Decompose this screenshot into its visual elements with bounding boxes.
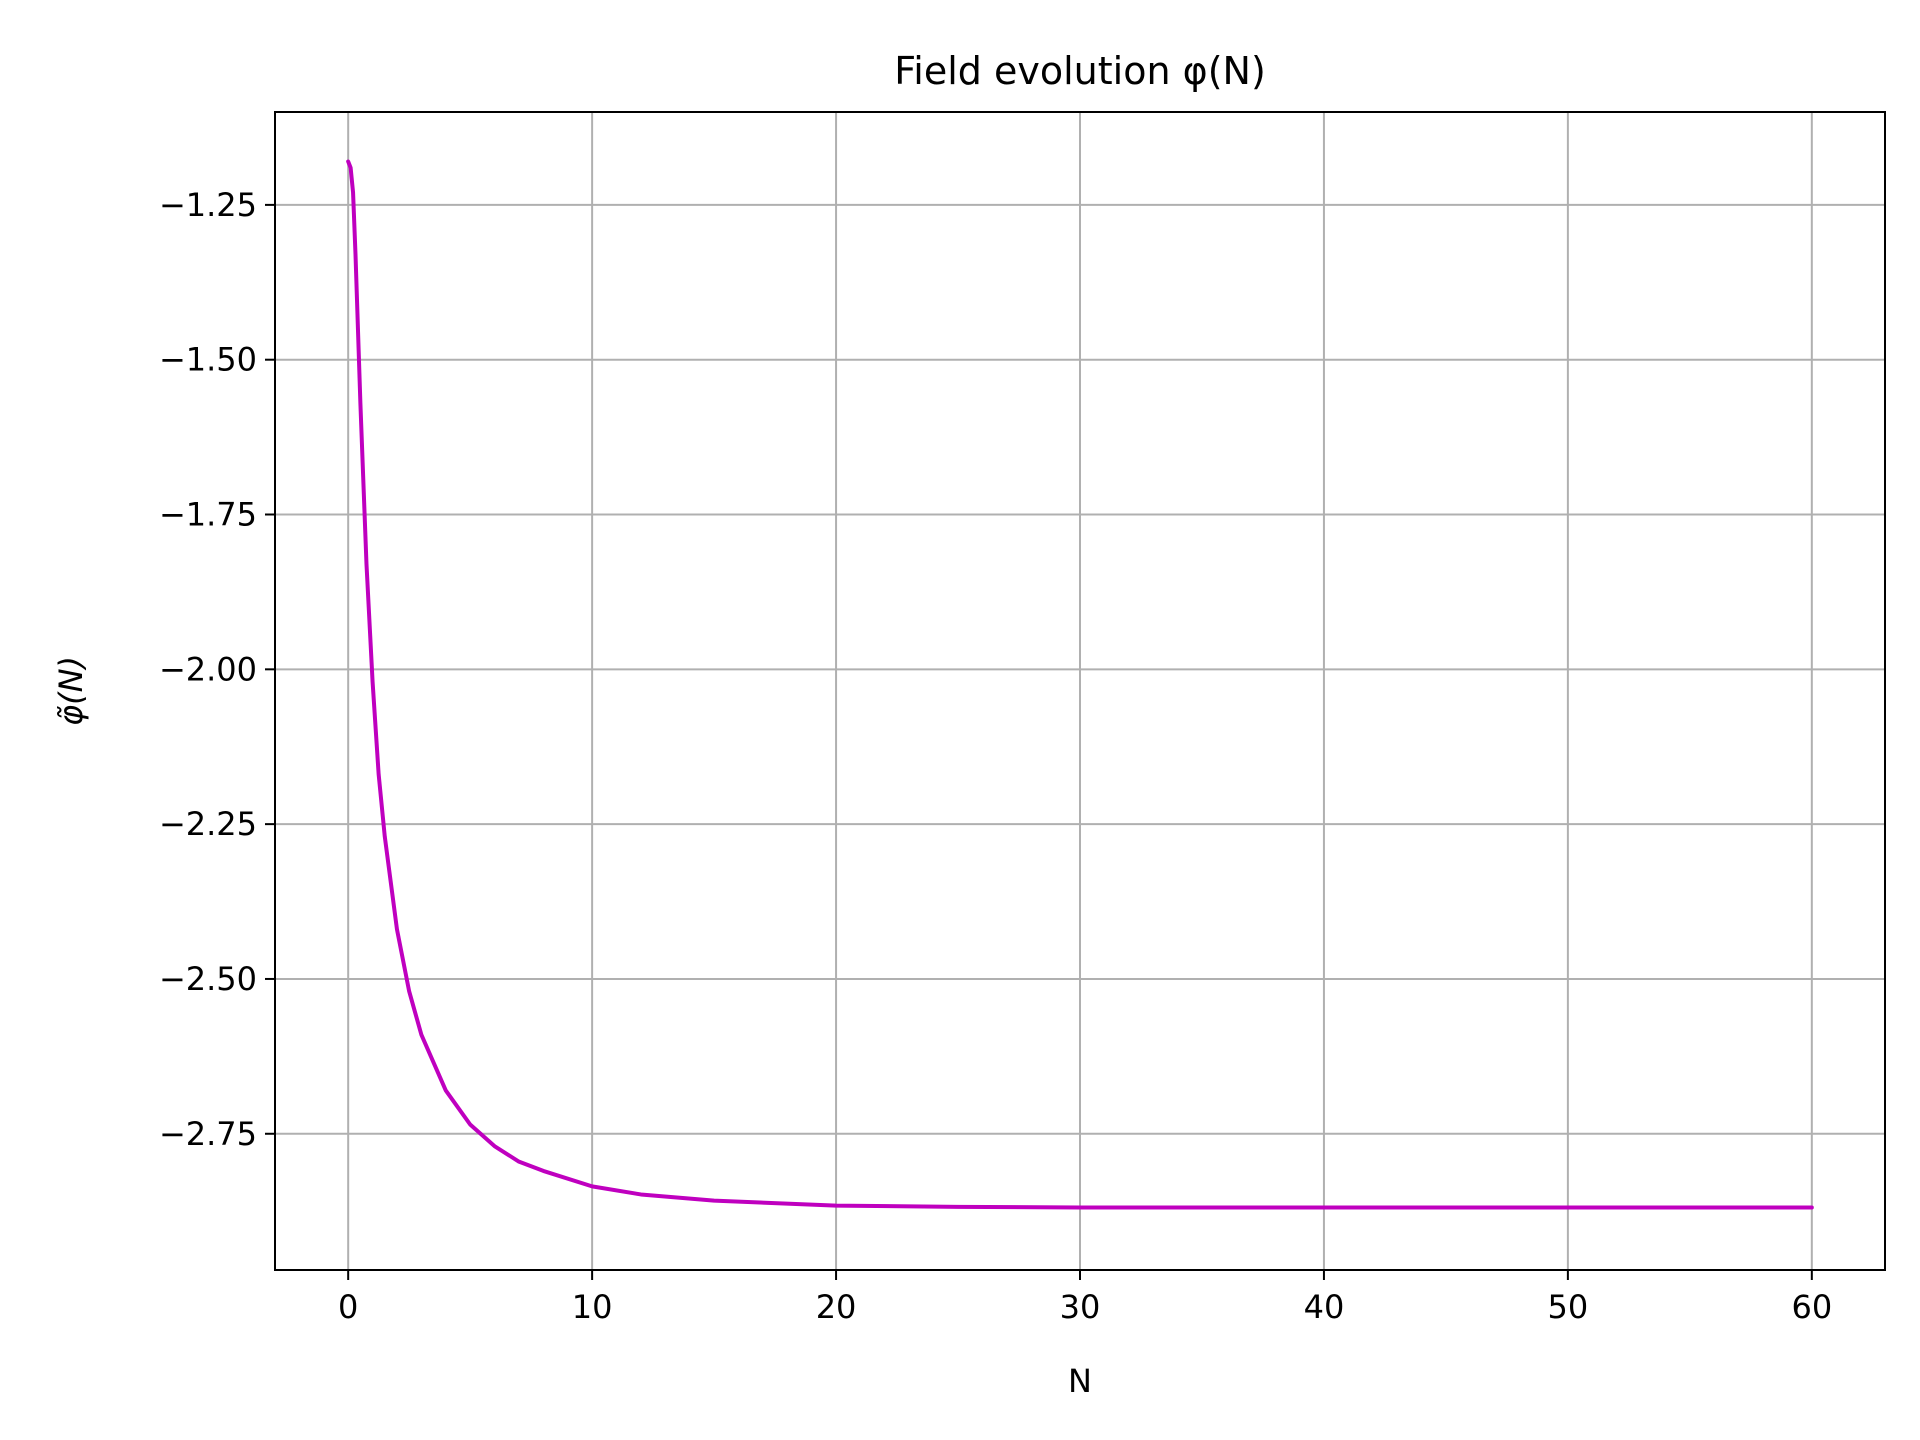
chart-title: Field evolution φ(N) xyxy=(894,49,1266,93)
x-tick-label: 0 xyxy=(338,1288,358,1326)
y-tick-label: −2.75 xyxy=(159,1115,257,1153)
y-tick-label: −2.25 xyxy=(159,805,257,843)
grid-lines xyxy=(275,112,1885,1270)
series-lines xyxy=(346,159,1814,1210)
y-tick-label: −1.50 xyxy=(159,341,257,379)
x-tick-label: 60 xyxy=(1791,1288,1832,1326)
y-tick-label: −2.00 xyxy=(159,650,257,688)
x-tick-label: 10 xyxy=(572,1288,613,1326)
x-tick-label: 50 xyxy=(1548,1288,1589,1326)
y-tick-label: −1.25 xyxy=(159,186,257,224)
x-tick-label: 20 xyxy=(816,1288,857,1326)
x-tick-label: 40 xyxy=(1304,1288,1345,1326)
axis-ticks: 0 10 20 30 40 50 60 −1.25 −1.50 −1.75 −2.00 −2.25 −2… xyxy=(159,186,1832,1326)
x-axis-label: N xyxy=(1068,1362,1092,1400)
y-axis-label: φ̃(N) xyxy=(52,656,90,726)
y-tick-label: −2.50 xyxy=(159,960,257,998)
series-line xyxy=(346,159,1814,1210)
x-tick-label: 30 xyxy=(1060,1288,1101,1326)
y-tick-label: −1.75 xyxy=(159,496,257,534)
